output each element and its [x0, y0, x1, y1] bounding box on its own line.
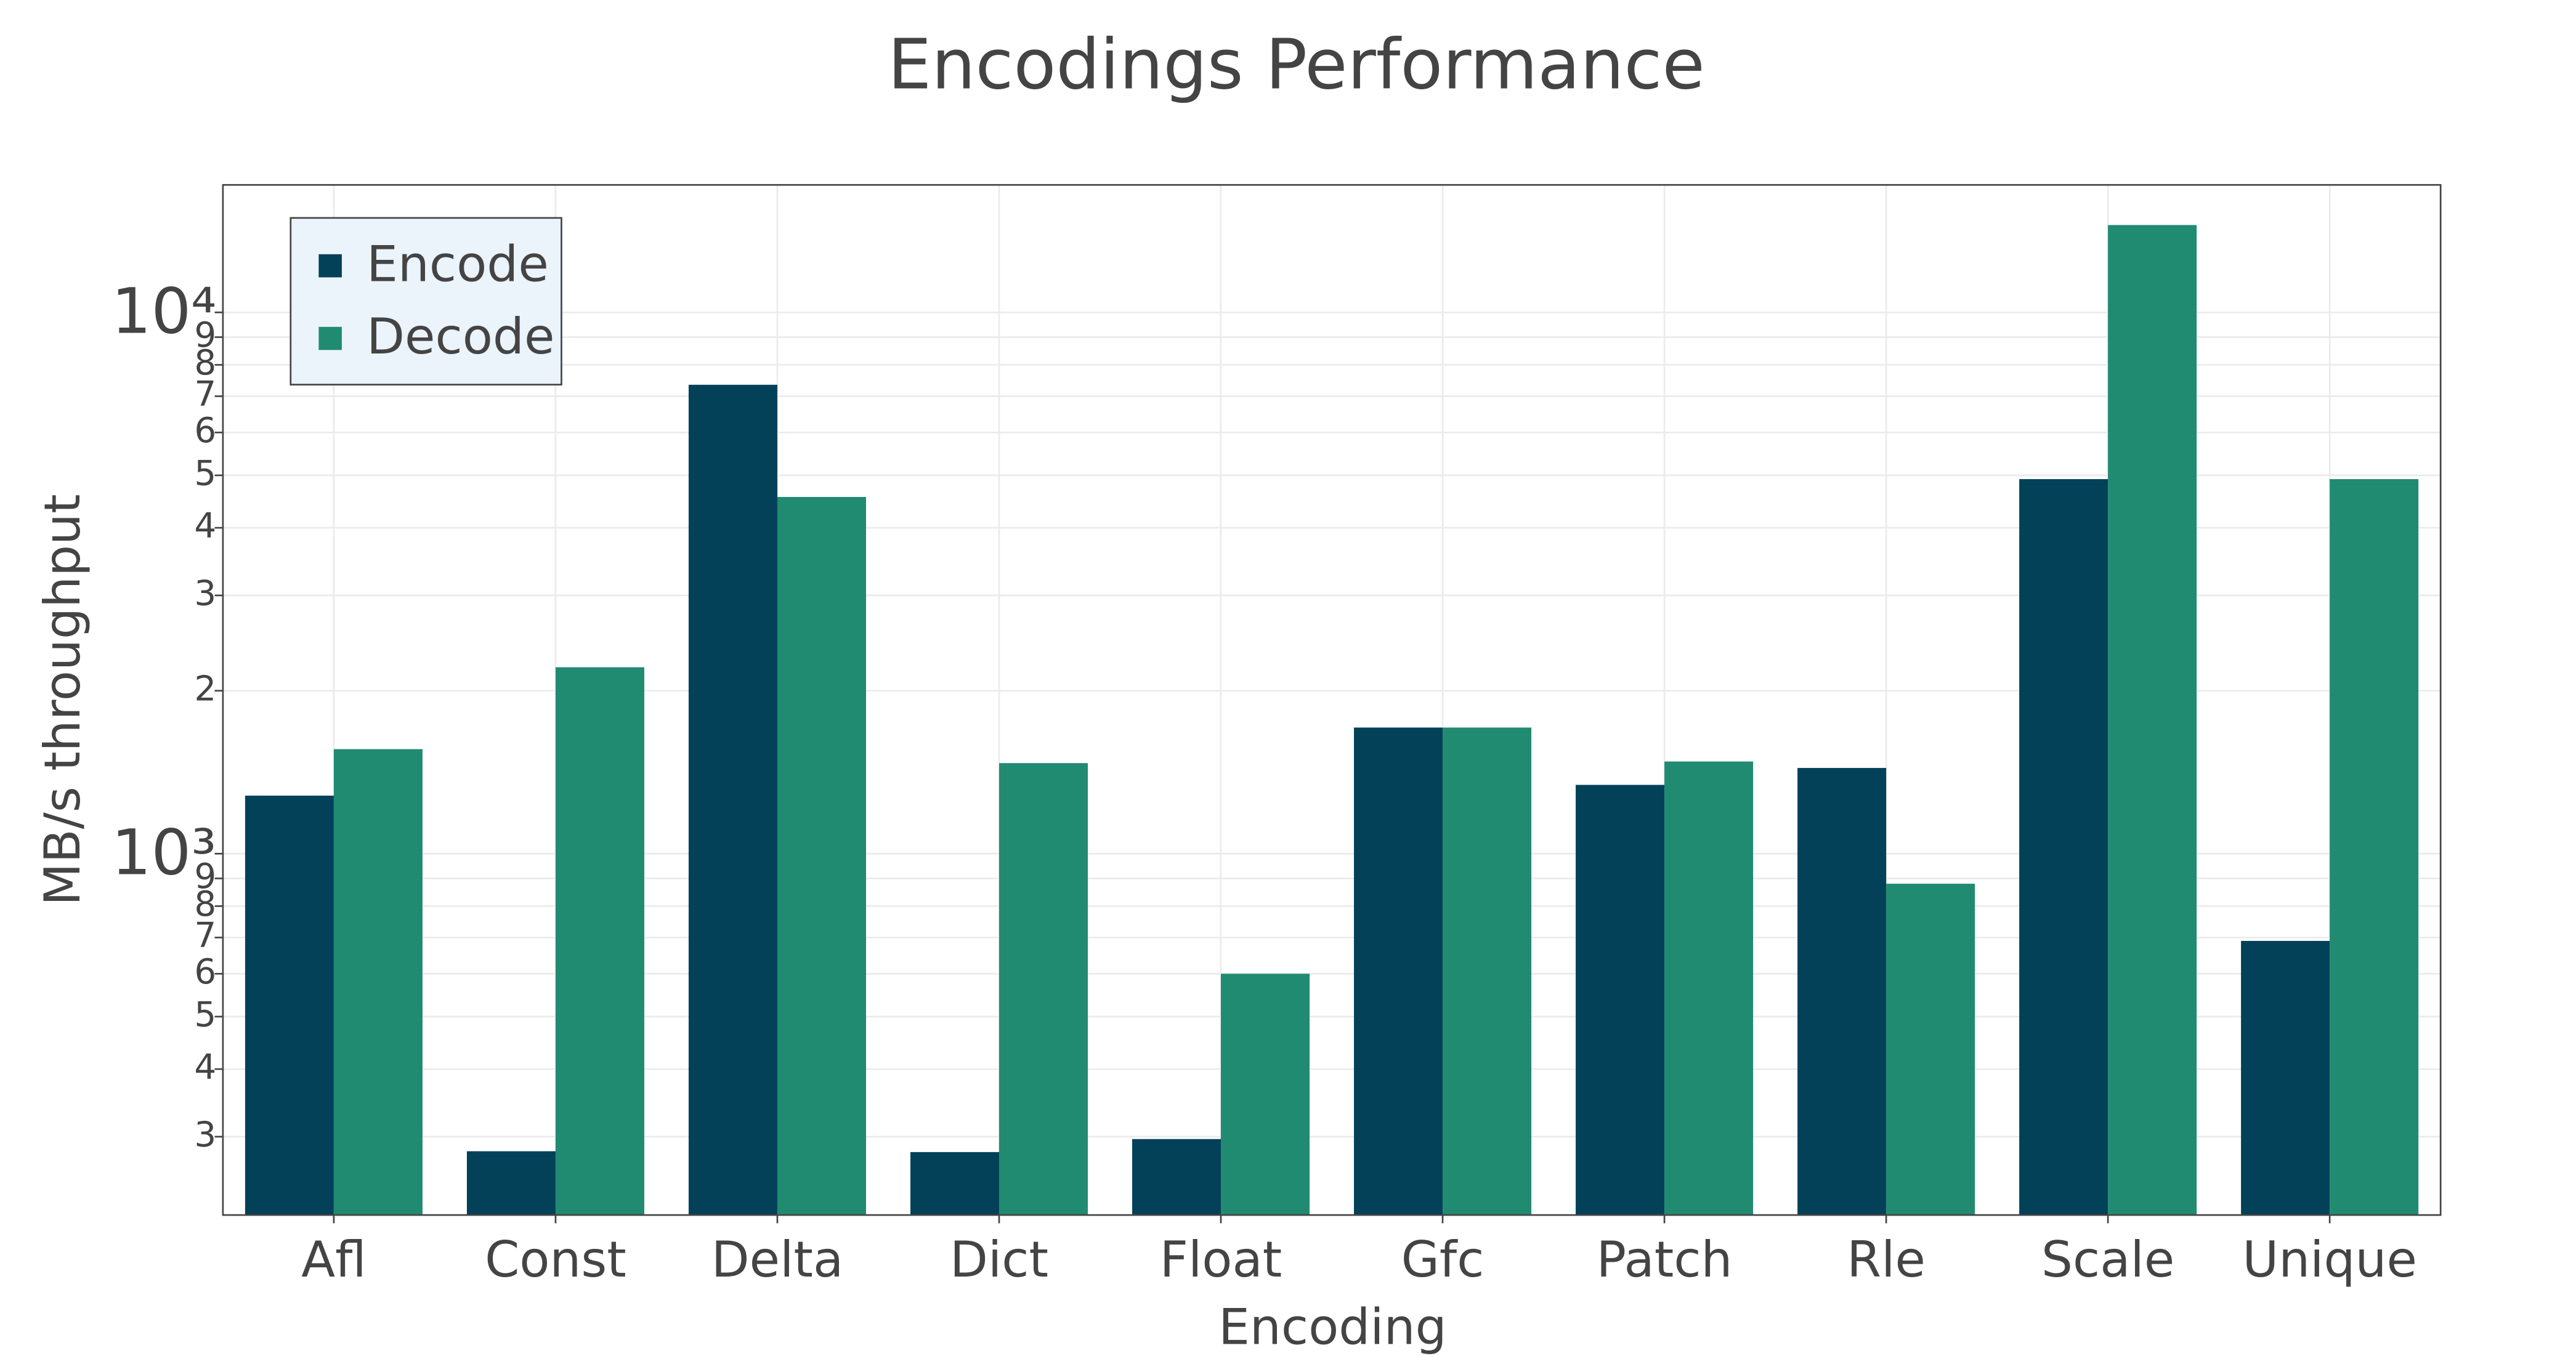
bar: [333, 749, 423, 1216]
y-tick-label: 2: [194, 669, 216, 709]
y-tick-label: 9: [194, 857, 216, 897]
y-tick-label: 8: [194, 884, 216, 924]
bar: [1797, 768, 1887, 1216]
x-tick-label: Patch: [1597, 1230, 1733, 1288]
legend-box: [290, 217, 562, 385]
y-tick-label: 10⁴: [111, 275, 216, 348]
bar: [1576, 785, 1665, 1216]
x-tick-label: Delta: [711, 1230, 844, 1288]
bar: [1354, 727, 1443, 1216]
bar: [1221, 974, 1310, 1216]
bar: [2108, 225, 2197, 1216]
x-tick-label: Float: [1160, 1230, 1282, 1288]
bar: [998, 763, 1088, 1216]
y-tick-label: 6: [194, 952, 216, 992]
x-tick-label: Rle: [1847, 1230, 1926, 1288]
bar: [555, 667, 644, 1216]
x-tick-label: Afl: [301, 1230, 367, 1288]
x-tick-label: Unique: [2242, 1230, 2417, 1288]
legend-swatch: [318, 326, 342, 350]
bar: [2330, 479, 2419, 1216]
y-tick-label: 3: [194, 574, 216, 614]
bar: [466, 1151, 556, 1216]
chart-title: Encodings Performance: [888, 23, 1705, 105]
x-tick-label: Gfc: [1401, 1230, 1484, 1288]
y-tick-label: 4: [194, 506, 216, 546]
y-axis-title: MB/s throughput: [33, 494, 91, 906]
y-tick-label: 7: [194, 374, 216, 414]
bar: [777, 497, 866, 1216]
y-tick-label: 5: [194, 995, 216, 1035]
y-tick-label: 8: [194, 343, 216, 383]
bar: [1886, 884, 1975, 1216]
plot-frame: [222, 184, 2442, 1216]
bar: [1132, 1139, 1221, 1216]
y-tick-label: 9: [194, 315, 216, 355]
bar: [910, 1152, 999, 1216]
legend-label: Decode: [367, 307, 554, 365]
bar: [688, 384, 777, 1216]
y-tick-label: 4: [194, 1047, 216, 1088]
bar: [1443, 727, 1532, 1216]
y-tick-label: 7: [194, 916, 216, 956]
bar: [2241, 940, 2330, 1216]
legend-label: Encode: [367, 235, 549, 293]
x-tick-label: Dict: [950, 1230, 1048, 1288]
y-tick-label: 5: [194, 454, 216, 494]
y-tick-label: 3: [194, 1115, 216, 1155]
bar: [245, 796, 334, 1216]
legend-swatch: [318, 254, 342, 278]
bar: [2019, 479, 2108, 1216]
bar: [1664, 761, 1754, 1216]
x-tick-label: Const: [485, 1230, 626, 1288]
y-tick-label: 6: [194, 411, 216, 451]
x-axis-title: Encoding: [1218, 1298, 1447, 1356]
y-tick-label: 10³: [111, 816, 216, 889]
x-tick-label: Scale: [2041, 1230, 2174, 1288]
